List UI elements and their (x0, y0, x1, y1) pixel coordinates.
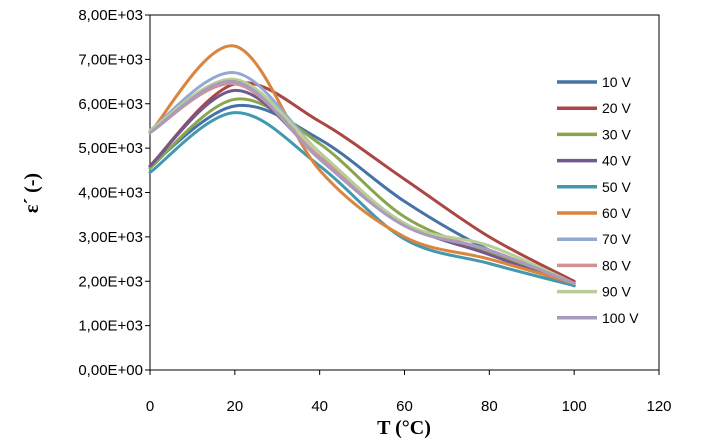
legend-label: 70 V (602, 231, 631, 247)
legend-label: 10 V (602, 74, 631, 90)
legend-label: 20 V (602, 100, 631, 116)
legend-label: 80 V (602, 257, 631, 273)
x-tick-label: 120 (646, 398, 671, 415)
y-tick-label: 1,00E+03 (78, 318, 143, 335)
series-lines (148, 44, 576, 288)
y-tick-label: 4,00E+03 (78, 185, 143, 202)
legend: 10 V 20 V 30 V 40 V 50 V 60 V 70 V 80 V 90 V 100 … (557, 74, 639, 326)
legend-label: 60 V (602, 205, 631, 221)
series-line-20v (148, 81, 576, 283)
x-tick-label: 40 (311, 398, 328, 415)
legend-label: 100 V (602, 310, 639, 326)
series-line-50v (148, 111, 576, 288)
x-axis-label: T (°C) (377, 417, 431, 439)
y-tick-label: 8,00E+03 (78, 7, 143, 24)
series-line-30v (148, 97, 576, 285)
x-tick-label: 20 (226, 398, 243, 415)
legend-label: 40 V (602, 153, 631, 169)
x-tick-label: 0 (146, 398, 154, 415)
y-axis-label: ε´ (-) (21, 173, 43, 213)
x-axis: 0 20 40 60 80 100 120 (146, 370, 672, 415)
series-line-60v (148, 44, 576, 285)
legend-label: 90 V (602, 284, 631, 300)
y-tick-label: 3,00E+03 (78, 229, 143, 246)
x-tick-label: 100 (562, 398, 587, 415)
y-axis: 0,00E+00 1,00E+03 2,00E+03 3,00E+03 4,00E+03… (78, 7, 150, 379)
y-tick-label: 7,00E+03 (78, 51, 143, 68)
y-tick-label: 6,00E+03 (78, 96, 143, 113)
series-line-100v (148, 80, 576, 285)
x-tick-label: 80 (481, 398, 498, 415)
y-tick-label: 5,00E+03 (78, 140, 143, 157)
legend-label: 30 V (602, 126, 631, 142)
y-tick-label: 0,00E+00 (78, 362, 143, 379)
x-tick-label: 60 (396, 398, 413, 415)
series-line-90v (148, 77, 576, 285)
legend-label: 50 V (602, 179, 631, 195)
y-tick-label: 2,00E+03 (78, 273, 143, 290)
